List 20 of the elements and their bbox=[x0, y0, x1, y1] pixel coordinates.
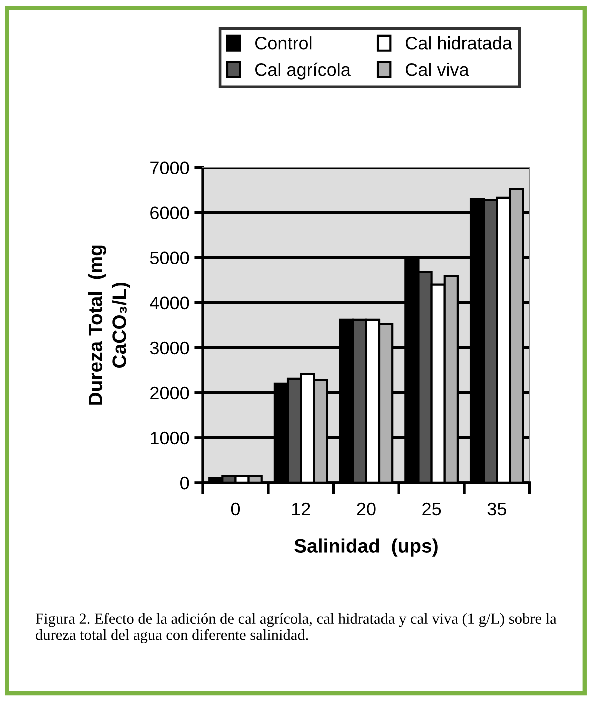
y-tick-label: 4000 bbox=[150, 296, 190, 310]
x-tick-label: 0 bbox=[231, 502, 240, 516]
legend-label: Cal agrícola bbox=[256, 62, 351, 80]
y-tick-label: 0 bbox=[180, 476, 190, 490]
x-axis-title: Salinidad (ups) bbox=[294, 538, 438, 557]
legend-label: Control bbox=[256, 36, 312, 50]
x-tick-label: 35 bbox=[488, 502, 506, 516]
x-tick-label: 12 bbox=[292, 502, 310, 516]
text: Figura 2. Efecto de la adición de cal agrícola, cal hidratada y cal viva (1 g/L) sobre la dureza total del agua con diferente salinidad. bbox=[36, 613, 557, 644]
y-tick-label: 1000 bbox=[151, 432, 190, 445]
y-tick-label: 5000 bbox=[150, 252, 190, 265]
legend-label: Cal viva bbox=[406, 63, 470, 76]
y-axis-title: Dureza Total (mg CaCO₃/L) bbox=[88, 246, 130, 405]
y-tick-label: 6000 bbox=[150, 206, 190, 220]
x-tick-label: 25 bbox=[422, 502, 442, 516]
legend-label: Cal hidratada bbox=[406, 36, 512, 50]
x-tick-label: 20 bbox=[357, 502, 376, 516]
y-tick-label: 3000 bbox=[150, 342, 190, 355]
y-tick-label: 2000 bbox=[150, 386, 190, 400]
y-tick-label: 7000 bbox=[150, 162, 190, 174]
